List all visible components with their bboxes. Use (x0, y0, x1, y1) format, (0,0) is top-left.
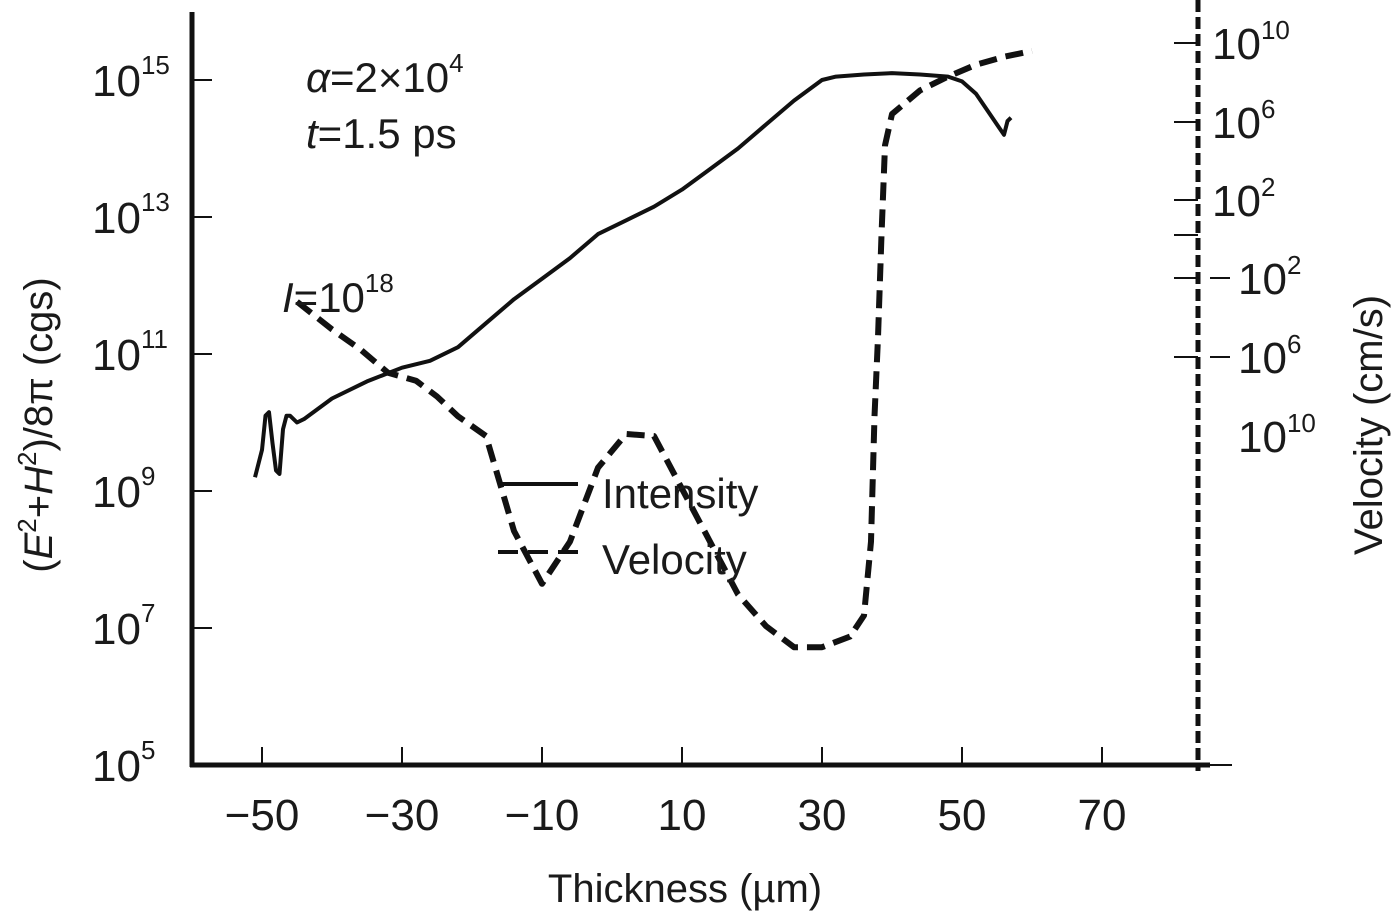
tick-exponent: 5 (141, 735, 155, 765)
tick-exponent: 13 (141, 187, 170, 217)
y-axis-left-title: (E2+H2)/8π (cgs) (12, 277, 61, 572)
tick-exponent: 15 (141, 50, 170, 80)
y-left-tick-label: 109 (92, 461, 155, 517)
y-left-title-E-exp: 2 (12, 518, 42, 532)
y-right-tick-label: 102 (1238, 250, 1301, 304)
tick-exponent: 7 (141, 598, 155, 628)
annotation-alpha: α=2×104 (306, 48, 464, 101)
alpha-value: =2×10 (330, 54, 449, 101)
series-layer (253, 47, 1033, 651)
y-left-title-prefix: ( (17, 559, 61, 573)
annotation-intensity: I=1018 (282, 268, 394, 321)
x-axis-title: Thickness (µm) (548, 867, 822, 911)
y-left-tick-label: 1011 (92, 324, 168, 380)
x-tick-label: 30 (798, 791, 847, 840)
tick-base: 10 (92, 331, 141, 380)
x-tick-label: 50 (938, 791, 987, 840)
y-right-tick-label: 1010 (1212, 15, 1290, 69)
y-right-tick-label: 106 (1212, 94, 1275, 148)
tick-exponent: 11 (141, 324, 168, 354)
tick-base: 10 (92, 57, 141, 106)
y-right-tick-label: 106 (1238, 329, 1301, 383)
y-right-tick-label: 1010 (1238, 408, 1316, 462)
intensity-value: =10 (294, 274, 365, 321)
y-axis-right-title: Velocity (cm/s) (1347, 295, 1391, 555)
x-tick-label: −50 (225, 791, 300, 840)
y-left-tick-label: 1015 (92, 50, 170, 106)
legend: Intensity Velocity (498, 470, 758, 583)
time-value: =1.5 ps (318, 110, 457, 157)
intensity-exponent: 18 (365, 268, 394, 298)
y-left-title-suffix: )/8π (cgs) (17, 277, 61, 451)
alpha-exponent: 4 (449, 48, 463, 78)
x-tick-label: 70 (1078, 791, 1127, 840)
x-tick-label: −10 (505, 791, 580, 840)
axes (189, 0, 1232, 771)
annotation-time: t=1.5 ps (306, 110, 457, 157)
tick-exponent: 9 (141, 461, 155, 491)
y-left-title-E: E (17, 531, 61, 559)
y-left-tick-label: 105 (92, 735, 155, 791)
tick-base: 10 (92, 194, 141, 243)
y-left-title-plus: + (17, 495, 61, 518)
y-right-tick-label: 102 (1212, 172, 1275, 226)
y-left-title-H: H (17, 466, 61, 495)
legend-label-velocity: Velocity (602, 536, 747, 583)
x-tick-label: −30 (365, 791, 440, 840)
x-tick-label: 10 (658, 791, 707, 840)
y-left-tick-label: 1013 (92, 187, 170, 243)
series-intensity (253, 71, 1013, 478)
y-left-tick-label: 107 (92, 598, 155, 654)
legend-label-intensity: Intensity (602, 470, 758, 517)
tick-base: 10 (92, 742, 141, 791)
y-left-title-H-exp: 2 (12, 452, 42, 466)
time-symbol: t (306, 110, 320, 157)
intensity-symbol: I (282, 274, 294, 321)
alpha-symbol: α (306, 54, 331, 101)
series-velocity (295, 47, 1033, 651)
tick-base: 10 (92, 605, 141, 654)
labels: −50 −30 −10 10 30 50 7010151013101110910710510… (92, 15, 1316, 840)
tick-base: 10 (92, 468, 141, 517)
